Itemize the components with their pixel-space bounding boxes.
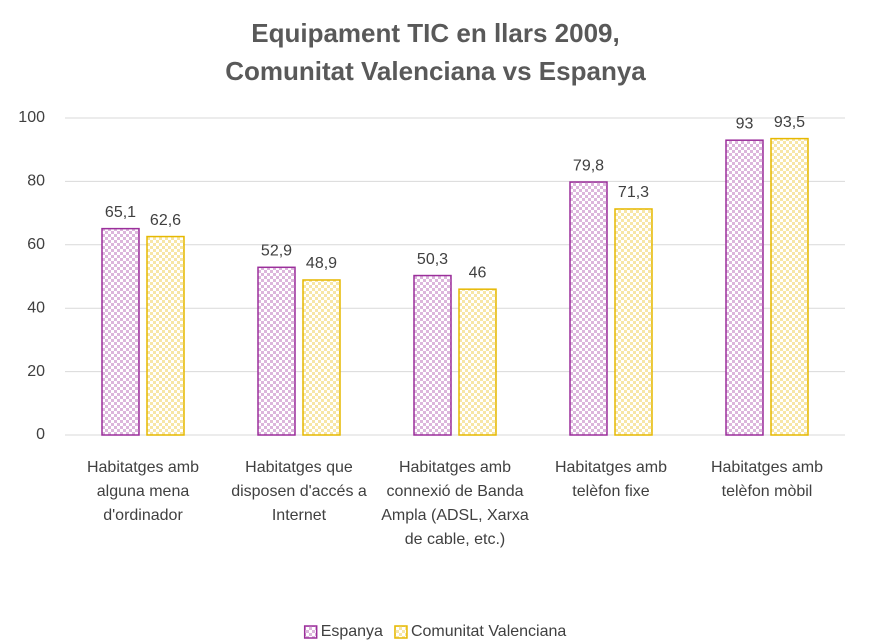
legend-label: Espanya <box>321 623 383 640</box>
data-label: 71,3 <box>618 184 649 201</box>
bar <box>302 279 341 436</box>
bar <box>770 137 809 436</box>
x-tick-label: Habitatges amb alguna mena d'ordinador <box>86 459 200 524</box>
y-tick-label: 20 <box>27 363 45 380</box>
y-tick-label: 40 <box>27 299 45 316</box>
data-label: 79,8 <box>573 157 604 174</box>
data-label: 48,9 <box>306 255 337 272</box>
data-label: 50,3 <box>417 251 448 268</box>
legend-swatch <box>303 625 318 639</box>
y-tick-label: 80 <box>27 173 45 190</box>
legend-swatch <box>394 625 408 639</box>
x-tick-label: Habitatges amb connexió de Banda Ampla (… <box>381 459 529 548</box>
data-label: 52,9 <box>261 243 292 260</box>
bar <box>146 235 185 436</box>
bar <box>614 208 653 436</box>
bar <box>101 227 140 436</box>
data-label: 93 <box>736 115 754 132</box>
data-label: 93,5 <box>774 114 805 131</box>
bar <box>725 139 764 436</box>
x-tick-label: Habitatges que disposen d'accés a Intern… <box>231 459 367 524</box>
x-tick-label: Habitatges amb telèfon fixe <box>554 459 668 500</box>
y-tick-label: 60 <box>27 236 45 253</box>
bar <box>413 274 452 436</box>
data-label: 46 <box>469 264 487 281</box>
data-label: 62,6 <box>150 212 181 229</box>
y-tick-label: 0 <box>36 426 45 443</box>
legend: Espanya Comunitat Valenciana <box>303 623 566 640</box>
y-tick-label: 100 <box>18 109 45 126</box>
bar <box>569 181 608 436</box>
legend-label: Comunitat Valenciana <box>411 623 566 640</box>
bar <box>458 288 497 436</box>
data-label: 65,1 <box>105 204 136 221</box>
bar <box>257 266 296 436</box>
x-tick-label: Habitatges amb telèfon mòbil <box>710 459 824 500</box>
chart-title: Equipament TIC en llars 2009, Comunitat … <box>225 18 646 86</box>
